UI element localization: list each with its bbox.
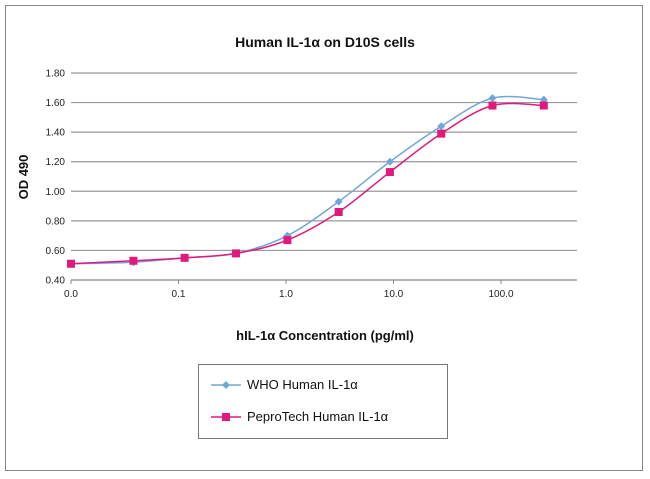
- data-point-square: [180, 253, 189, 262]
- series-line-0: [70, 95, 544, 265]
- x-tick-label: 100.0: [488, 289, 513, 300]
- legend-item-who: WHO Human IL-1α: [211, 377, 358, 392]
- data-point-diamond: [334, 197, 343, 206]
- legend-label: PeproTech Human IL-1α: [247, 409, 389, 424]
- data-point-diamond: [437, 122, 446, 131]
- y-tick-label: 1.40: [46, 128, 66, 139]
- chart-frame: [5, 5, 643, 471]
- data-point-diamond: [385, 157, 394, 166]
- data-point-diamond: [488, 94, 497, 103]
- legend: WHO Human IL-1α PeproTech Human IL-1α: [198, 364, 448, 439]
- x-tick-label: 0.1: [172, 289, 186, 300]
- y-axis-label: OD 490: [16, 155, 31, 200]
- x-tick-label: 10.0: [384, 289, 404, 300]
- data-point-square: [283, 236, 292, 245]
- y-tick-label: 1.20: [46, 157, 66, 168]
- data-point-square: [437, 129, 446, 138]
- data-point-square: [539, 101, 548, 110]
- x-tick-label: 1.0: [279, 289, 293, 300]
- y-tick-label: 1.00: [46, 187, 66, 198]
- data-point-square: [488, 101, 497, 110]
- legend-label: WHO Human IL-1α: [247, 377, 358, 392]
- legend-item-peprotech: PeproTech Human IL-1α: [211, 409, 388, 424]
- x-tick-label: 0.0: [64, 289, 78, 300]
- x-axis-label: hIL-1α Concentration (pg/ml): [236, 328, 414, 343]
- y-tick-label: 1.60: [46, 98, 66, 109]
- data-point-square: [334, 207, 343, 216]
- y-tick-label: 0.80: [46, 216, 66, 227]
- y-tick-label: 0.40: [46, 276, 66, 287]
- data-point-square: [67, 259, 75, 268]
- data-point-square: [129, 256, 138, 265]
- chart-title: Human IL-1α on D10S cells: [235, 34, 415, 50]
- y-tick-label: 0.60: [46, 246, 66, 257]
- series-line-1: [70, 102, 544, 265]
- data-point-square: [385, 168, 394, 177]
- square-marker-icon: [211, 412, 241, 421]
- data-point-square: [232, 249, 241, 258]
- diamond-marker-icon: [211, 380, 241, 389]
- y-tick-label: 1.80: [46, 69, 66, 80]
